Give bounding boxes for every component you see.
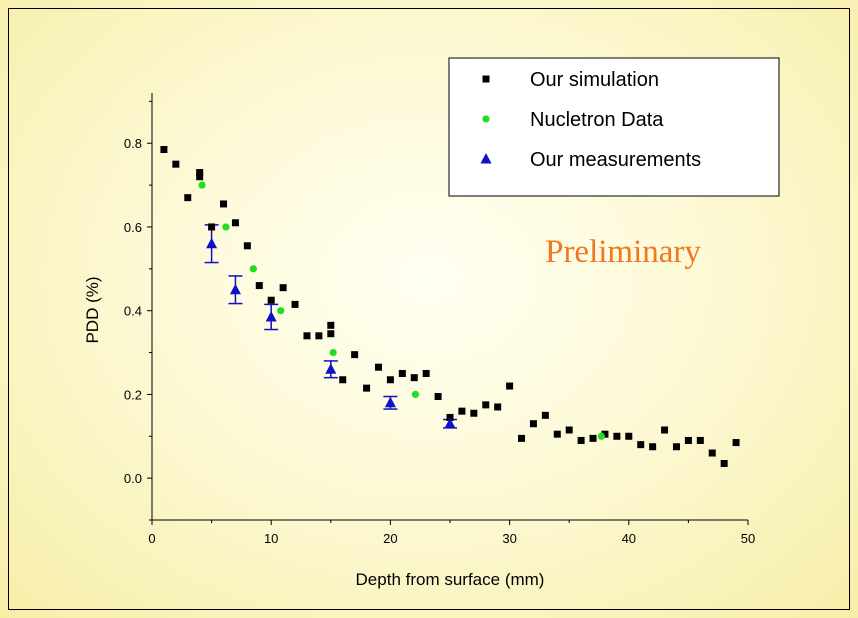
simulation-point bbox=[243, 242, 251, 250]
simulation-point bbox=[160, 146, 168, 154]
simulation-point bbox=[386, 376, 394, 384]
measurement-point bbox=[384, 396, 396, 408]
simulation-point bbox=[291, 300, 299, 308]
nucletron-point bbox=[329, 348, 337, 357]
legend-label: Our simulation bbox=[530, 69, 659, 91]
legend-circle-icon bbox=[482, 115, 490, 123]
simulation-point bbox=[410, 374, 418, 382]
x-tick-label: 30 bbox=[502, 531, 516, 546]
simulation-point bbox=[422, 369, 430, 377]
x-tick-label: 20 bbox=[383, 531, 397, 546]
simulation-point bbox=[315, 332, 323, 340]
simulation-point bbox=[303, 332, 311, 340]
x-axis-title: Depth from surface (mm) bbox=[356, 570, 545, 589]
simulation-point bbox=[327, 321, 335, 329]
simulation-point bbox=[255, 282, 263, 290]
measurement-point bbox=[265, 310, 277, 322]
ticks: 0 10 20 30 40 50 0.0 0.2 0.4 0.6 0.8 bbox=[124, 100, 755, 546]
simulation-point bbox=[446, 413, 454, 421]
simulation-point bbox=[351, 351, 359, 359]
marks bbox=[160, 146, 740, 467]
y-axis-title: PDD (%) bbox=[83, 276, 102, 343]
simulation-point bbox=[398, 369, 406, 377]
y-tick-label: 0.6 bbox=[124, 220, 142, 235]
nucletron-point bbox=[198, 181, 206, 189]
nucletron-point bbox=[597, 432, 605, 440]
simulation-point bbox=[661, 426, 669, 434]
x-tick-label: 40 bbox=[622, 531, 636, 546]
measurement-point bbox=[325, 363, 337, 374]
y-tick-label: 0.8 bbox=[124, 136, 142, 151]
y-tick-label: 0.0 bbox=[124, 471, 142, 486]
simulation-point bbox=[613, 432, 621, 440]
simulation-point bbox=[553, 430, 561, 438]
simulation-point bbox=[708, 449, 716, 457]
x-tick-label: 50 bbox=[741, 531, 755, 546]
nucletron-point bbox=[411, 390, 420, 399]
simulation-point bbox=[529, 420, 537, 428]
simulation-point bbox=[625, 432, 633, 440]
simulation-point bbox=[482, 401, 490, 409]
x-tick-label: 0 bbox=[148, 531, 155, 546]
simulation-point bbox=[184, 194, 192, 202]
simulation-point bbox=[494, 403, 502, 411]
simulation-point bbox=[434, 393, 442, 401]
legend-box bbox=[448, 57, 780, 197]
x-tick-label: 10 bbox=[264, 531, 278, 546]
simulation-point bbox=[196, 169, 204, 177]
legend-label: Our measurements bbox=[530, 149, 701, 171]
simulation-point bbox=[267, 296, 275, 304]
simulation-point bbox=[637, 441, 645, 449]
simulation-point bbox=[363, 384, 371, 392]
measurement-point bbox=[444, 417, 456, 429]
simulation-point bbox=[231, 219, 239, 227]
simulation-point bbox=[196, 173, 204, 181]
simulation-point bbox=[470, 409, 478, 417]
simulation-point bbox=[279, 284, 287, 292]
simulation-point bbox=[374, 363, 382, 371]
simulation-point bbox=[672, 443, 680, 451]
simulation-point bbox=[696, 436, 704, 444]
slide-frame bbox=[8, 8, 850, 610]
simulation-point bbox=[589, 434, 597, 442]
legend: Our simulation Nucletron Data Our measurem… bbox=[448, 57, 780, 197]
measurement-point bbox=[229, 283, 241, 295]
simulation-point bbox=[577, 436, 585, 444]
legend-triangle-icon bbox=[480, 153, 492, 164]
simulation-point bbox=[327, 330, 335, 338]
y-tick-label: 0.4 bbox=[124, 304, 142, 319]
simulation-point bbox=[541, 411, 549, 419]
nucletron-point bbox=[277, 307, 285, 315]
simulation-point bbox=[506, 382, 514, 390]
simulation-point bbox=[732, 439, 740, 447]
simulation-point bbox=[458, 407, 466, 415]
legend-square-icon bbox=[482, 75, 490, 83]
simulation-point bbox=[220, 200, 228, 208]
preliminary-annotation: Preliminary bbox=[545, 234, 701, 270]
simulation-point bbox=[339, 376, 347, 384]
simulation-point bbox=[649, 443, 657, 451]
simulation-point bbox=[684, 436, 692, 444]
measurement-point bbox=[206, 237, 218, 249]
y-tick-label: 0.2 bbox=[124, 387, 142, 402]
simulation-point bbox=[172, 160, 180, 168]
nucletron-point bbox=[249, 265, 257, 273]
simulation-point bbox=[720, 459, 728, 467]
simulation-point bbox=[208, 223, 216, 231]
simulation-point bbox=[518, 434, 526, 442]
simulation-point bbox=[601, 430, 609, 438]
simulation-point bbox=[565, 426, 573, 434]
legend-label: Nucletron Data bbox=[530, 109, 664, 131]
nucletron-point bbox=[222, 223, 230, 231]
